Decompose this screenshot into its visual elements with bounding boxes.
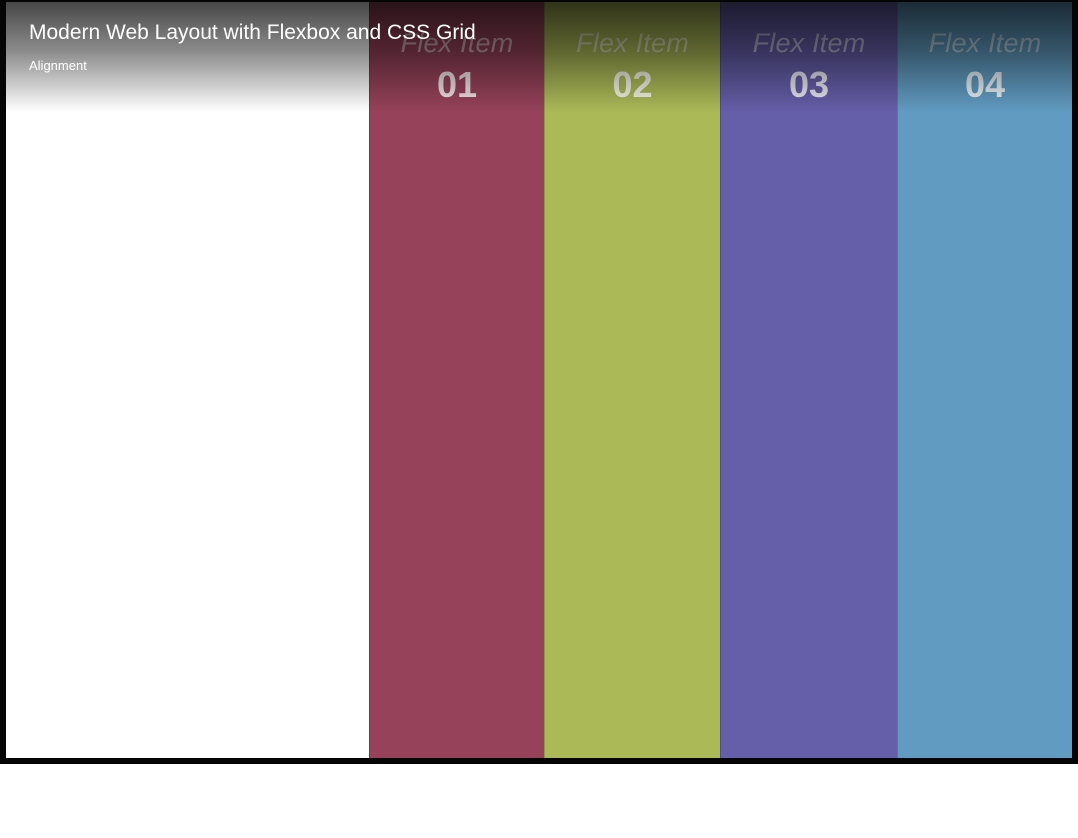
flex-item-number: 02 xyxy=(612,64,653,105)
video-title: Modern Web Layout with Flexbox and CSS G… xyxy=(29,21,476,44)
flex-item-04: Flex Item 04 xyxy=(897,2,1072,758)
flex-item-caption: Flex Item xyxy=(576,28,689,58)
flex-item-01: Flex Item 01 xyxy=(369,2,544,758)
video-player[interactable]: Flex Item 01 Flex Item 02 Flex Item 03 F… xyxy=(0,0,1078,764)
video-content: Flex Item 01 Flex Item 02 Flex Item 03 F… xyxy=(6,2,1072,758)
flex-item-number: 03 xyxy=(788,64,830,105)
flex-item-03: Flex Item 03 xyxy=(720,2,897,758)
flex-item-caption: Flex Item xyxy=(752,28,866,58)
video-subtitle: Alignment xyxy=(29,58,87,73)
flex-container-empty-space xyxy=(6,2,369,758)
flex-item-02: Flex Item 02 xyxy=(544,2,720,758)
flex-item-number: 04 xyxy=(964,64,1006,105)
flex-item-number: 01 xyxy=(436,64,478,105)
flex-item-caption: Flex Item xyxy=(928,28,1042,58)
